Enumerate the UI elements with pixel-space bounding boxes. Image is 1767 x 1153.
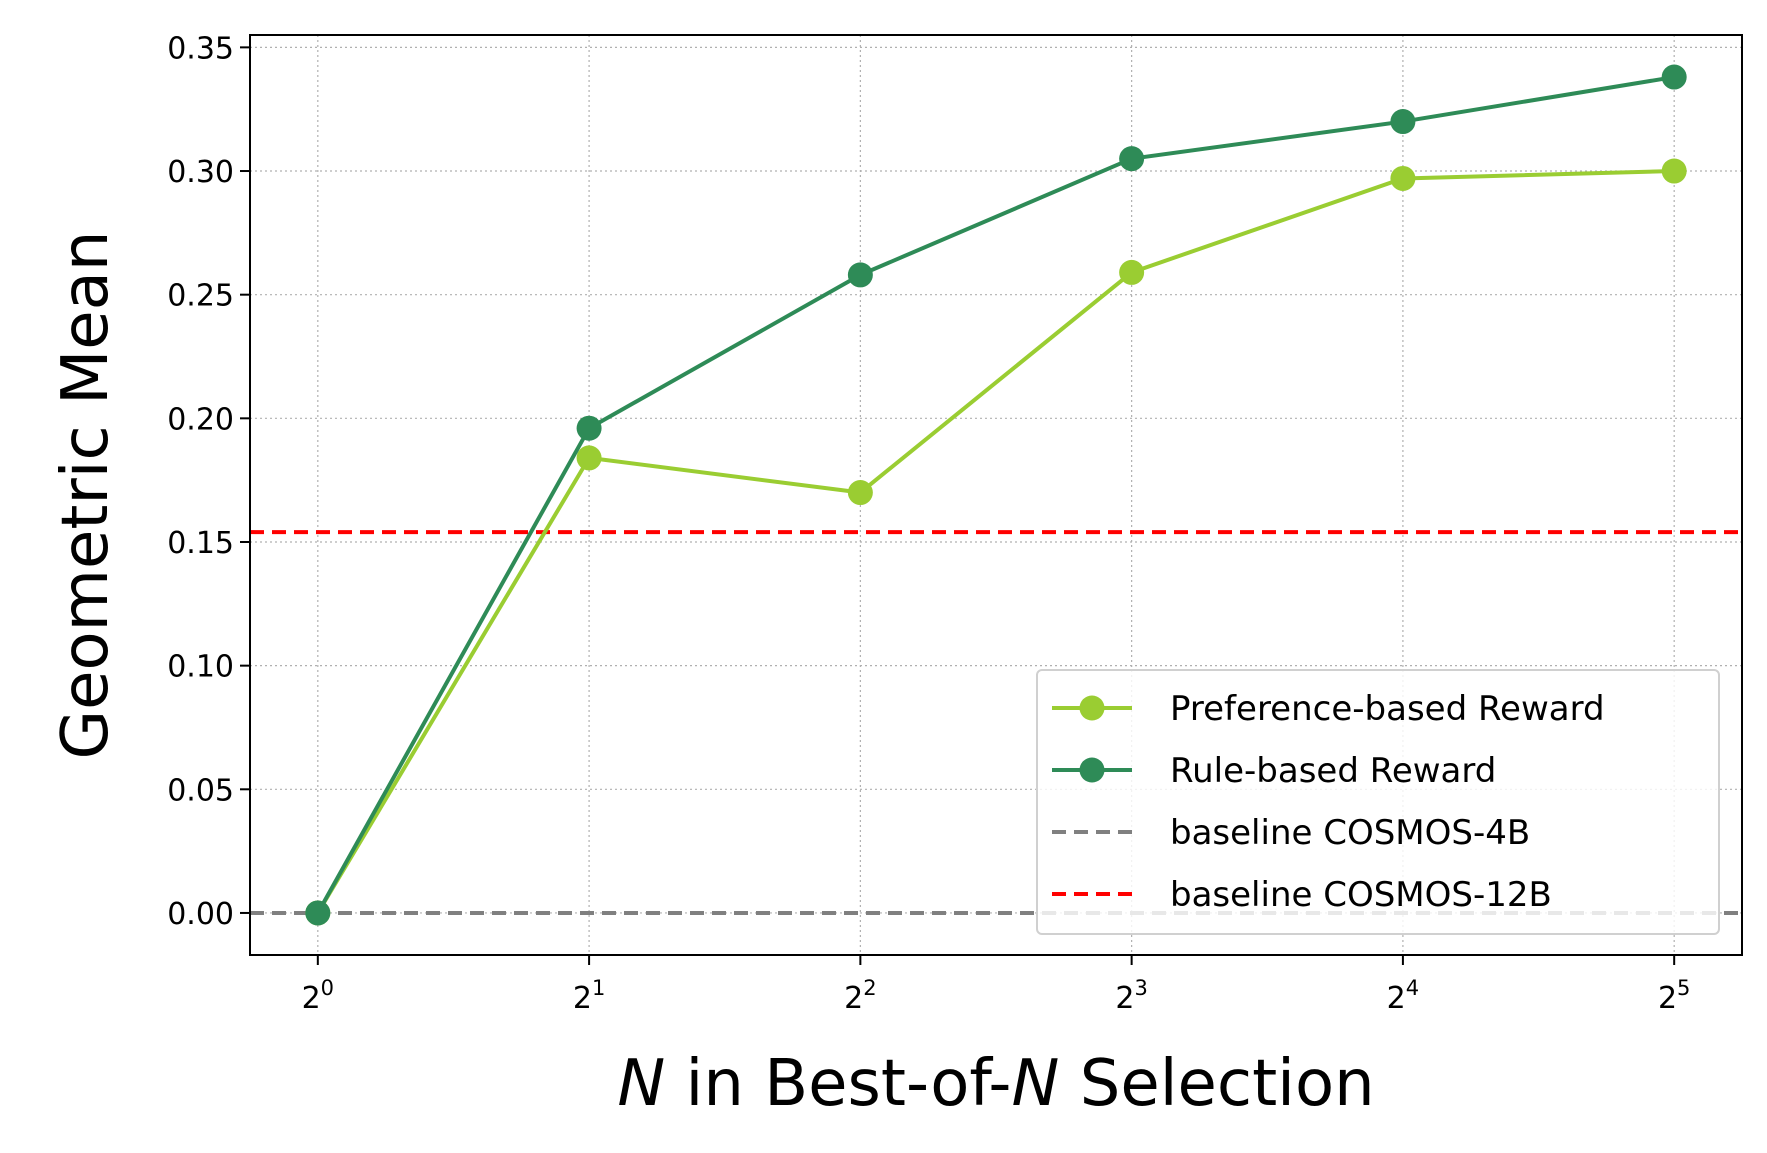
y-tick-label: 0.00 — [167, 897, 234, 932]
legend-box — [1036, 669, 1720, 935]
legend-label-3: baseline COSMOS-12B — [1170, 875, 1552, 915]
x-tick-base: 2 — [573, 981, 592, 1016]
legend-label-1: Rule-based Reward — [1170, 751, 1496, 791]
x-tick-exponent: 3 — [1134, 976, 1147, 1000]
legend-label-0: Preference-based Reward — [1170, 689, 1605, 729]
x-tick-base: 2 — [1387, 981, 1406, 1016]
x-tick-base: 2 — [844, 981, 863, 1016]
y-tick-label: 0.05 — [167, 773, 234, 808]
x-tick-base: 2 — [1115, 981, 1134, 1016]
x-axis-label: N in Best-of-N Selection — [617, 1047, 1374, 1121]
series-0-point-2 — [847, 480, 873, 506]
legend-label-2: baseline COSMOS-4B — [1170, 813, 1530, 853]
x-tick-label: 24 — [1387, 976, 1419, 1016]
y-tick-label: 0.30 — [167, 155, 234, 190]
y-tick-label: 0.20 — [167, 402, 234, 437]
x-axis-label-var2: N — [1012, 1047, 1060, 1121]
legend: Preference-based Reward Rule-based Reward… — [1036, 669, 1720, 935]
x-tick-exponent: 5 — [1677, 976, 1690, 1000]
y-axis-ticks: 0.00 0.05 0.10 0.15 0.20 0.25 0.30 0.35 — [167, 31, 250, 932]
series-1-point-1 — [576, 415, 602, 441]
data-series — [305, 64, 1687, 926]
x-axis-label-var1: N — [617, 1047, 665, 1121]
x-axis-label-suffix: Selection — [1059, 1047, 1374, 1121]
x-axis-ticks: 20 21 22 23 24 25 — [302, 955, 1690, 1016]
y-axis-label: Geometric Mean — [49, 231, 123, 760]
series-1-point-0 — [305, 900, 331, 926]
x-tick-exponent: 2 — [863, 976, 876, 1000]
series-line-1 — [316, 75, 1675, 914]
plot-frame — [249, 34, 1743, 956]
series-1-point-2 — [847, 262, 873, 288]
y-tick-label: 0.25 — [167, 279, 234, 314]
x-tick-base: 2 — [1658, 981, 1677, 1016]
series-line-0 — [316, 169, 1675, 914]
x-axis-label-middle: in Best-of- — [665, 1047, 1011, 1121]
x-tick-label: 21 — [573, 976, 605, 1016]
legend-marker-0 — [1079, 695, 1105, 721]
series-0-point-5 — [1661, 158, 1687, 184]
series-0-point-1 — [576, 445, 602, 471]
x-tick-label: 23 — [1115, 976, 1147, 1016]
x-tick-label: 25 — [1658, 976, 1690, 1016]
x-tick-exponent: 4 — [1406, 976, 1419, 1000]
y-tick-label: 0.15 — [167, 526, 234, 561]
legend-marker-1 — [1079, 757, 1105, 783]
y-tick-label: 0.35 — [167, 31, 234, 66]
x-tick-label: 20 — [302, 976, 334, 1016]
x-tick-exponent: 0 — [321, 976, 334, 1000]
series-1-point-5 — [1661, 64, 1687, 90]
series-0-point-4 — [1390, 165, 1416, 191]
series-1-point-4 — [1390, 109, 1416, 135]
x-tick-label: 22 — [844, 976, 876, 1016]
series-0-point-3 — [1119, 259, 1145, 285]
y-tick-label: 0.10 — [167, 650, 234, 685]
x-tick-exponent: 1 — [592, 976, 605, 1000]
x-tick-base: 2 — [302, 981, 321, 1016]
series-1-point-3 — [1119, 146, 1145, 172]
